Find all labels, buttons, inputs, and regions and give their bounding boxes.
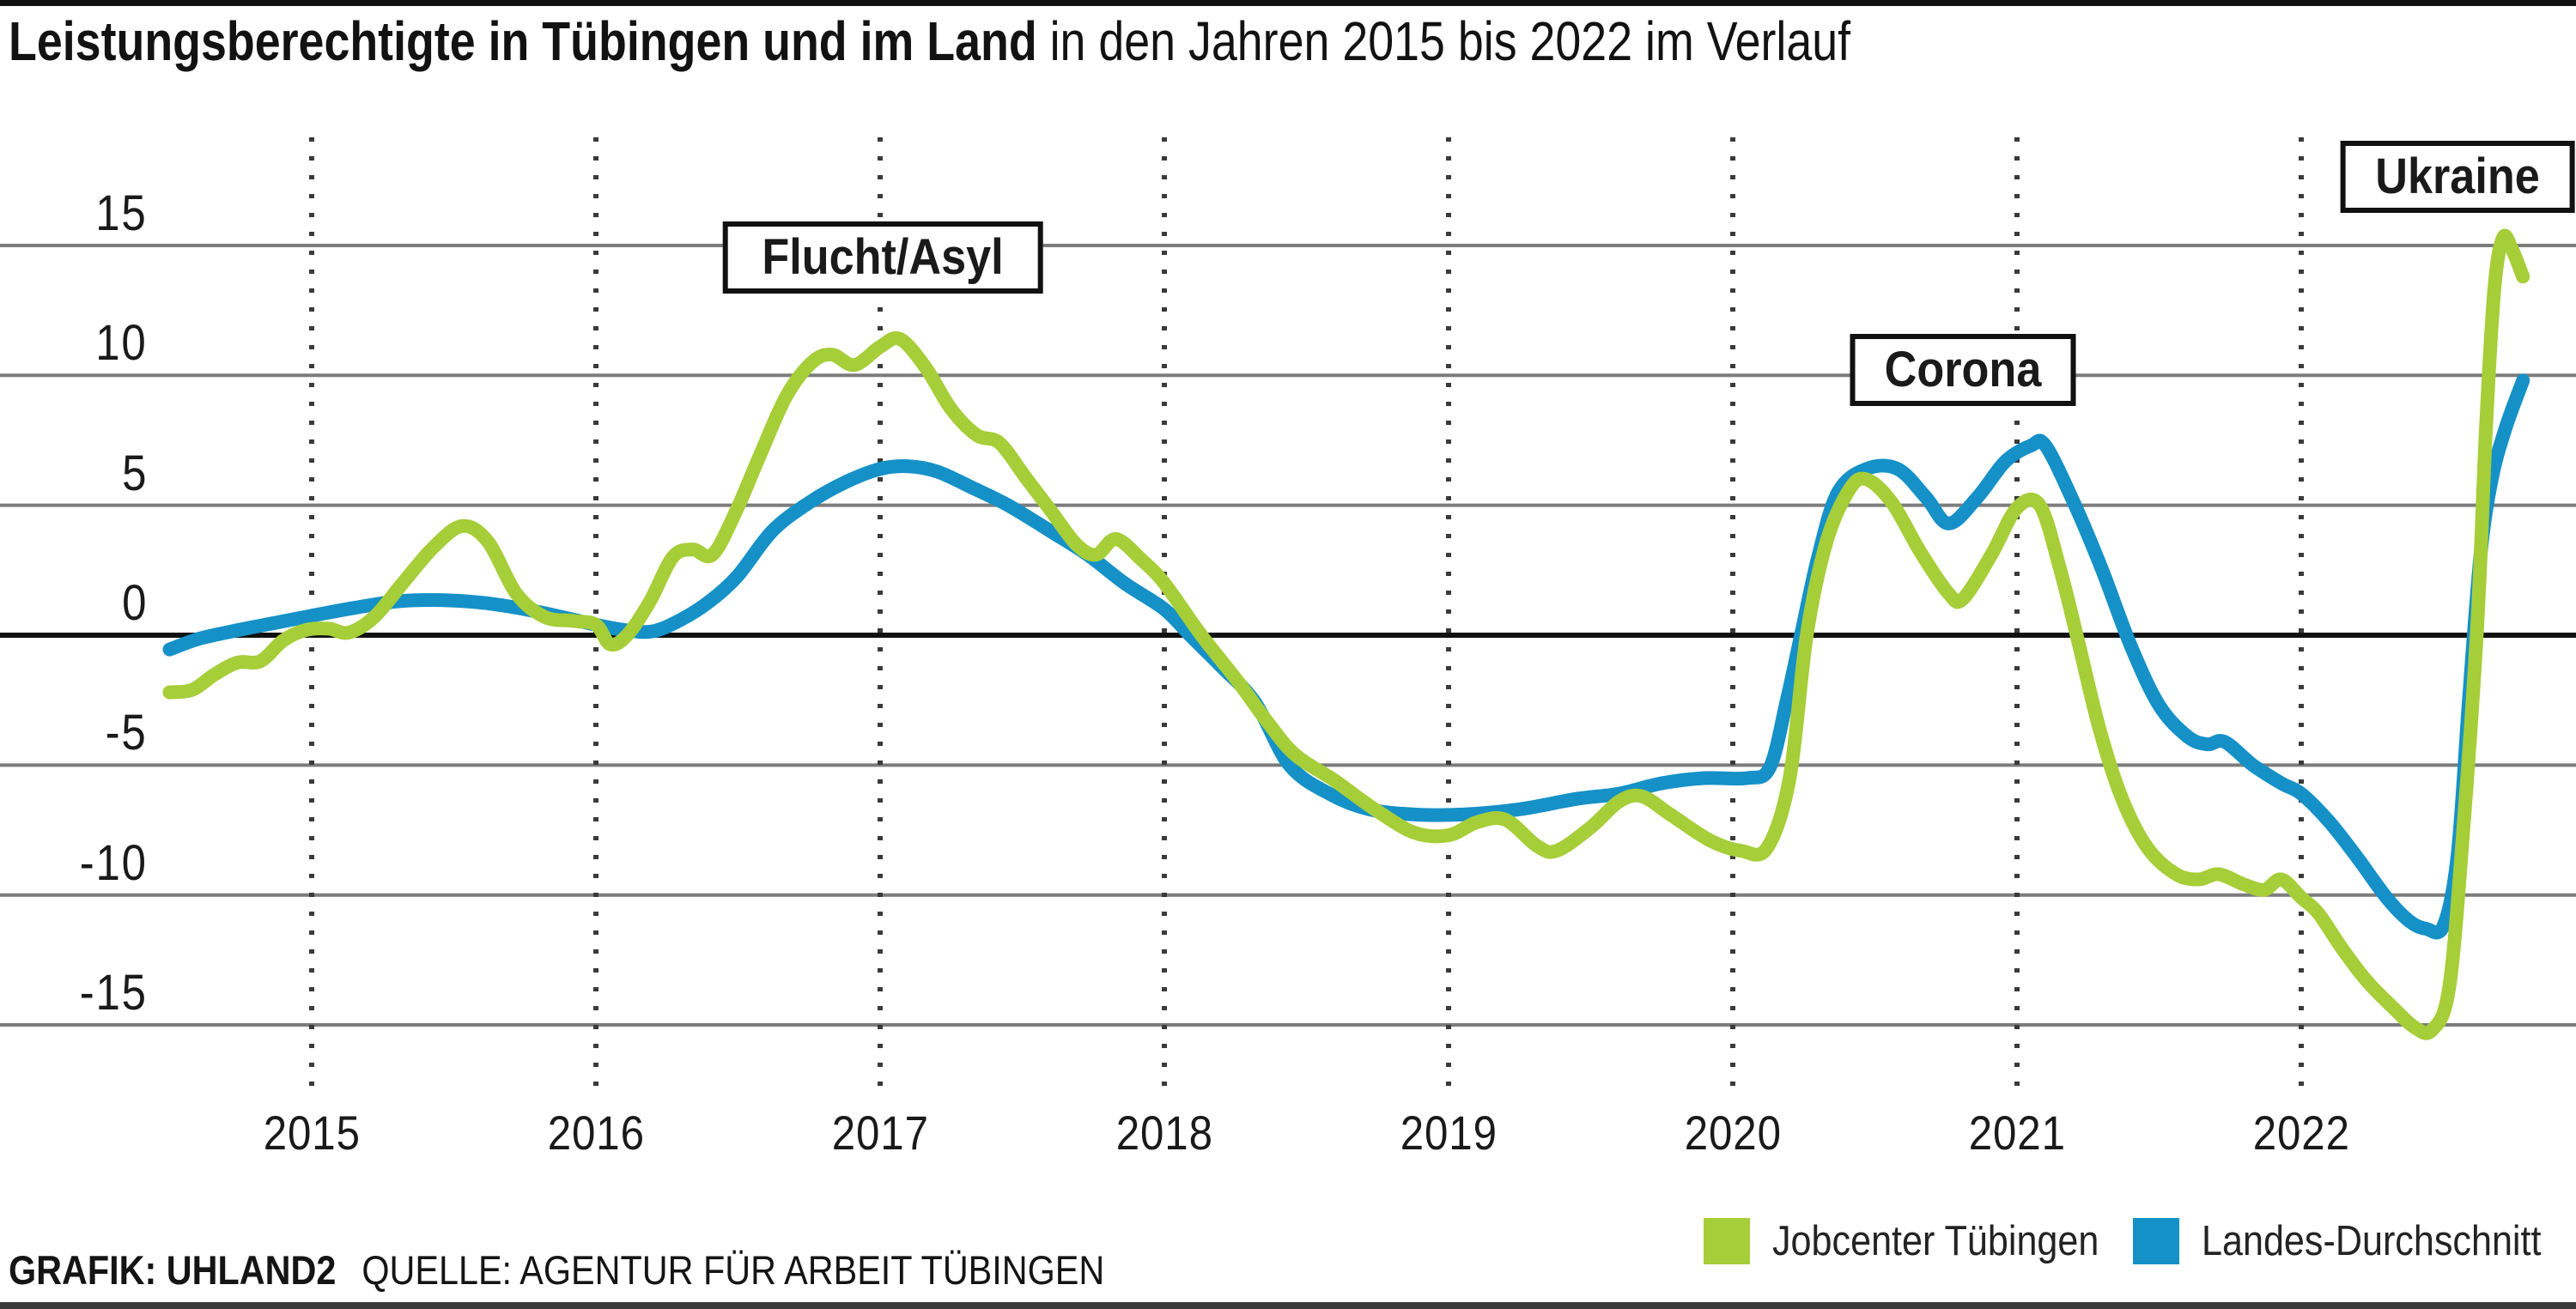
legend-item-jobcenter-t-bingen: Jobcenter Tübingen	[1704, 1217, 2143, 1265]
x-axis-label-text: 2018	[1115, 1106, 1213, 1160]
y-axis-label--10: -10	[0, 834, 148, 891]
x-axis-label-2016: 2016	[501, 1108, 690, 1158]
y-axis-label--15: -15	[0, 967, 148, 1020]
x-axis-label-text: 2020	[1684, 1106, 1782, 1160]
series-line-jobcenter-t-bingen	[162, 228, 2530, 1040]
x-axis-label-2022: 2022	[2207, 1108, 2396, 1158]
y-axis-label-text: -10	[79, 834, 148, 891]
y-axis-label-text: 15	[95, 185, 148, 241]
y-axis-label-15: 15	[0, 185, 148, 241]
y-axis-label-text: 10	[95, 315, 148, 372]
annotation-box-corona: Corona	[1850, 334, 2076, 407]
footer-graphic-credit: GRAFIK: UHLAND2	[9, 1247, 337, 1293]
y-axis-label-text: -15	[79, 965, 148, 1021]
y-axis-label-text: 5	[121, 445, 148, 501]
legend-color-swatch	[1704, 1218, 1750, 1264]
x-axis-label-2018: 2018	[1070, 1108, 1259, 1158]
y-axis-label--5: -5	[0, 706, 148, 760]
x-axis-label-2017: 2017	[786, 1108, 975, 1158]
bottom-border-rule	[0, 1302, 2576, 1309]
annotation-label: Corona	[1884, 342, 2042, 398]
annotation-box-flucht-asyl: Flucht/Asyl	[722, 221, 1043, 294]
chart-title: Leistungsberechtigte in Tübingen und im …	[9, 9, 1850, 74]
x-axis-label-2020: 2020	[1638, 1108, 1827, 1158]
annotation-label: Flucht/Asyl	[762, 228, 1004, 285]
annotation-box-ukraine: Ukraine	[2340, 140, 2575, 213]
y-axis-label-text: -5	[106, 705, 148, 761]
legend-color-swatch	[2133, 1218, 2179, 1264]
x-axis-label-2019: 2019	[1354, 1108, 1543, 1158]
legend-label: Landes-Durchschnitt	[2202, 1218, 2542, 1264]
y-axis-label-text: 0	[121, 575, 148, 631]
chart-title-bold: Leistungsberechtigte in Tübingen und im …	[9, 10, 1037, 72]
y-axis-label-5: 5	[0, 445, 148, 501]
x-axis-label-2021: 2021	[1923, 1108, 2111, 1158]
x-axis-label-text: 2015	[263, 1106, 361, 1160]
x-axis-label-text: 2021	[1968, 1106, 2066, 1160]
y-axis-label-10: 10	[0, 317, 148, 370]
annotation-label: Ukraine	[2375, 148, 2540, 204]
legend-label: Jobcenter Tübingen	[1772, 1218, 2099, 1264]
series-line-landes-durchschnitt	[162, 373, 2530, 940]
y-axis-label-0: 0	[0, 577, 148, 630]
footer-credit-line: GRAFIK: UHLAND2 QUELLE: AGENTUR FÜR ARBEI…	[9, 1246, 1104, 1294]
x-axis-label-text: 2022	[2252, 1106, 2350, 1160]
x-axis-label-text: 2019	[1400, 1106, 1498, 1160]
x-axis-label-2015: 2015	[217, 1108, 406, 1158]
legend-item-landes-durchschnitt: Landes-Durchschnitt	[2133, 1217, 2576, 1265]
x-axis-label-text: 2017	[831, 1106, 929, 1160]
x-axis-label-text: 2016	[547, 1106, 645, 1160]
top-border-rule	[0, 0, 2576, 6]
footer-source: QUELLE: AGENTUR FÜR ARBEIT TÜBINGEN	[361, 1247, 1105, 1293]
chart-title-subtitle: in den Jahren 2015 bis 2022 im Verlauf	[1036, 10, 1851, 72]
